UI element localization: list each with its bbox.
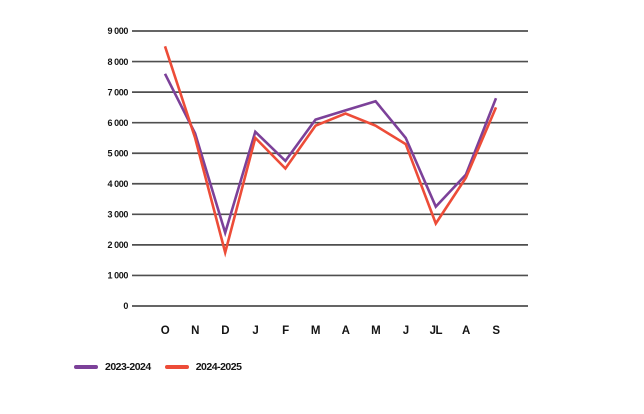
- y-axis-tick-label: 0: [123, 301, 128, 311]
- y-axis-tick-label: 1 000: [107, 271, 128, 281]
- line-chart-svg: 0 1 000 2 000 3 000 4 000 5 000 6 000 7 000 8 00…: [107, 26, 528, 337]
- x-axis-month-label: D: [221, 325, 229, 337]
- x-axis-month-label: S: [492, 325, 500, 337]
- chart-legend: 2023-2024 2024-2025: [74, 361, 242, 373]
- legend-item-2023-2024: 2023-2024: [74, 361, 151, 373]
- series-line-2023-2024: [163, 73, 498, 238]
- legend-item-2024-2025: 2024-2025: [164, 361, 242, 373]
- x-axis-month-label: A: [342, 325, 350, 337]
- y-axis-tick-label: 4 000: [107, 179, 128, 189]
- y-axis-tick-label: 5 000: [107, 148, 128, 158]
- y-axis-tick-label: 7 000: [107, 87, 128, 97]
- x-axis-month-label: J: [252, 325, 258, 337]
- y-axis-tick-label: 3 000: [107, 210, 128, 220]
- x-axis-month-label: JL: [430, 325, 443, 337]
- x-axis-month-label: A: [462, 325, 470, 337]
- y-axis-tick-label: 2 000: [107, 240, 128, 250]
- y-axis-tick-label: 9 000: [107, 26, 128, 36]
- legend-label-2023-2024: 2023-2024: [105, 361, 151, 373]
- y-axis-tick-label: 6 000: [107, 118, 128, 128]
- x-axis-month-label: M: [311, 325, 320, 337]
- y-axis-tick-label: 8 000: [107, 57, 128, 67]
- x-axis-month-label: J: [403, 325, 409, 337]
- x-axis-month-label: M: [371, 325, 380, 337]
- x-axis-month-label: F: [282, 325, 289, 337]
- series-line-2024-2025: [163, 45, 498, 258]
- legend-label-2024-2025: 2024-2025: [195, 361, 242, 373]
- x-axis-month-label: O: [161, 325, 170, 337]
- legend-swatch-2023-2024: [74, 365, 98, 369]
- legend-swatch-2024-2025: [164, 365, 189, 369]
- x-axis-month-label: N: [191, 325, 199, 337]
